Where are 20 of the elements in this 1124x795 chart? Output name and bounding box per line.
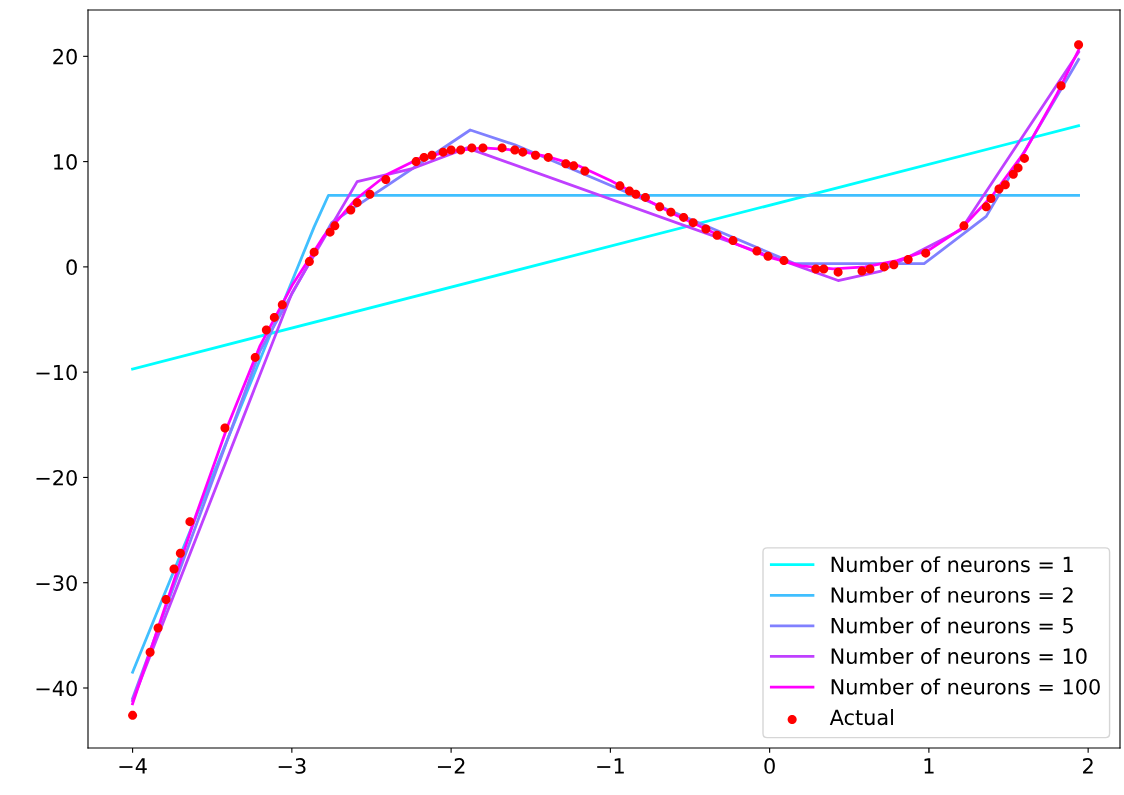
x-tick-label: −1 <box>597 758 624 774</box>
legend-label: Number of neurons = 2 <box>831 586 1073 603</box>
x-tick-label: 2 <box>1083 758 1093 774</box>
legend-label: Number of neurons = 10 <box>831 647 1087 665</box>
x-tick-label: −3 <box>278 758 306 774</box>
x-tick-label: −4 <box>119 758 147 774</box>
y-tick-label: 20 <box>53 48 77 65</box>
y-tick-label: −10 <box>36 364 77 381</box>
x-tick-label: −2 <box>437 758 465 774</box>
y-tick-label: −30 <box>36 575 77 591</box>
y-tick-label: 10 <box>54 154 77 170</box>
legend-label: Number of neurons = 100 <box>831 678 1100 695</box>
y-tick-label: −40 <box>36 680 77 697</box>
x-tick-label: 0 <box>764 758 775 774</box>
y-tick-label: −20 <box>36 469 77 486</box>
x-tick-label: 1 <box>924 758 934 774</box>
y-tick-label: 0 <box>66 259 77 276</box>
legend-label: Number of neurons = 5 <box>831 617 1073 634</box>
legend-label: Actual <box>829 709 893 726</box>
legend-label: Number of neurons = 1 <box>831 556 1073 573</box>
